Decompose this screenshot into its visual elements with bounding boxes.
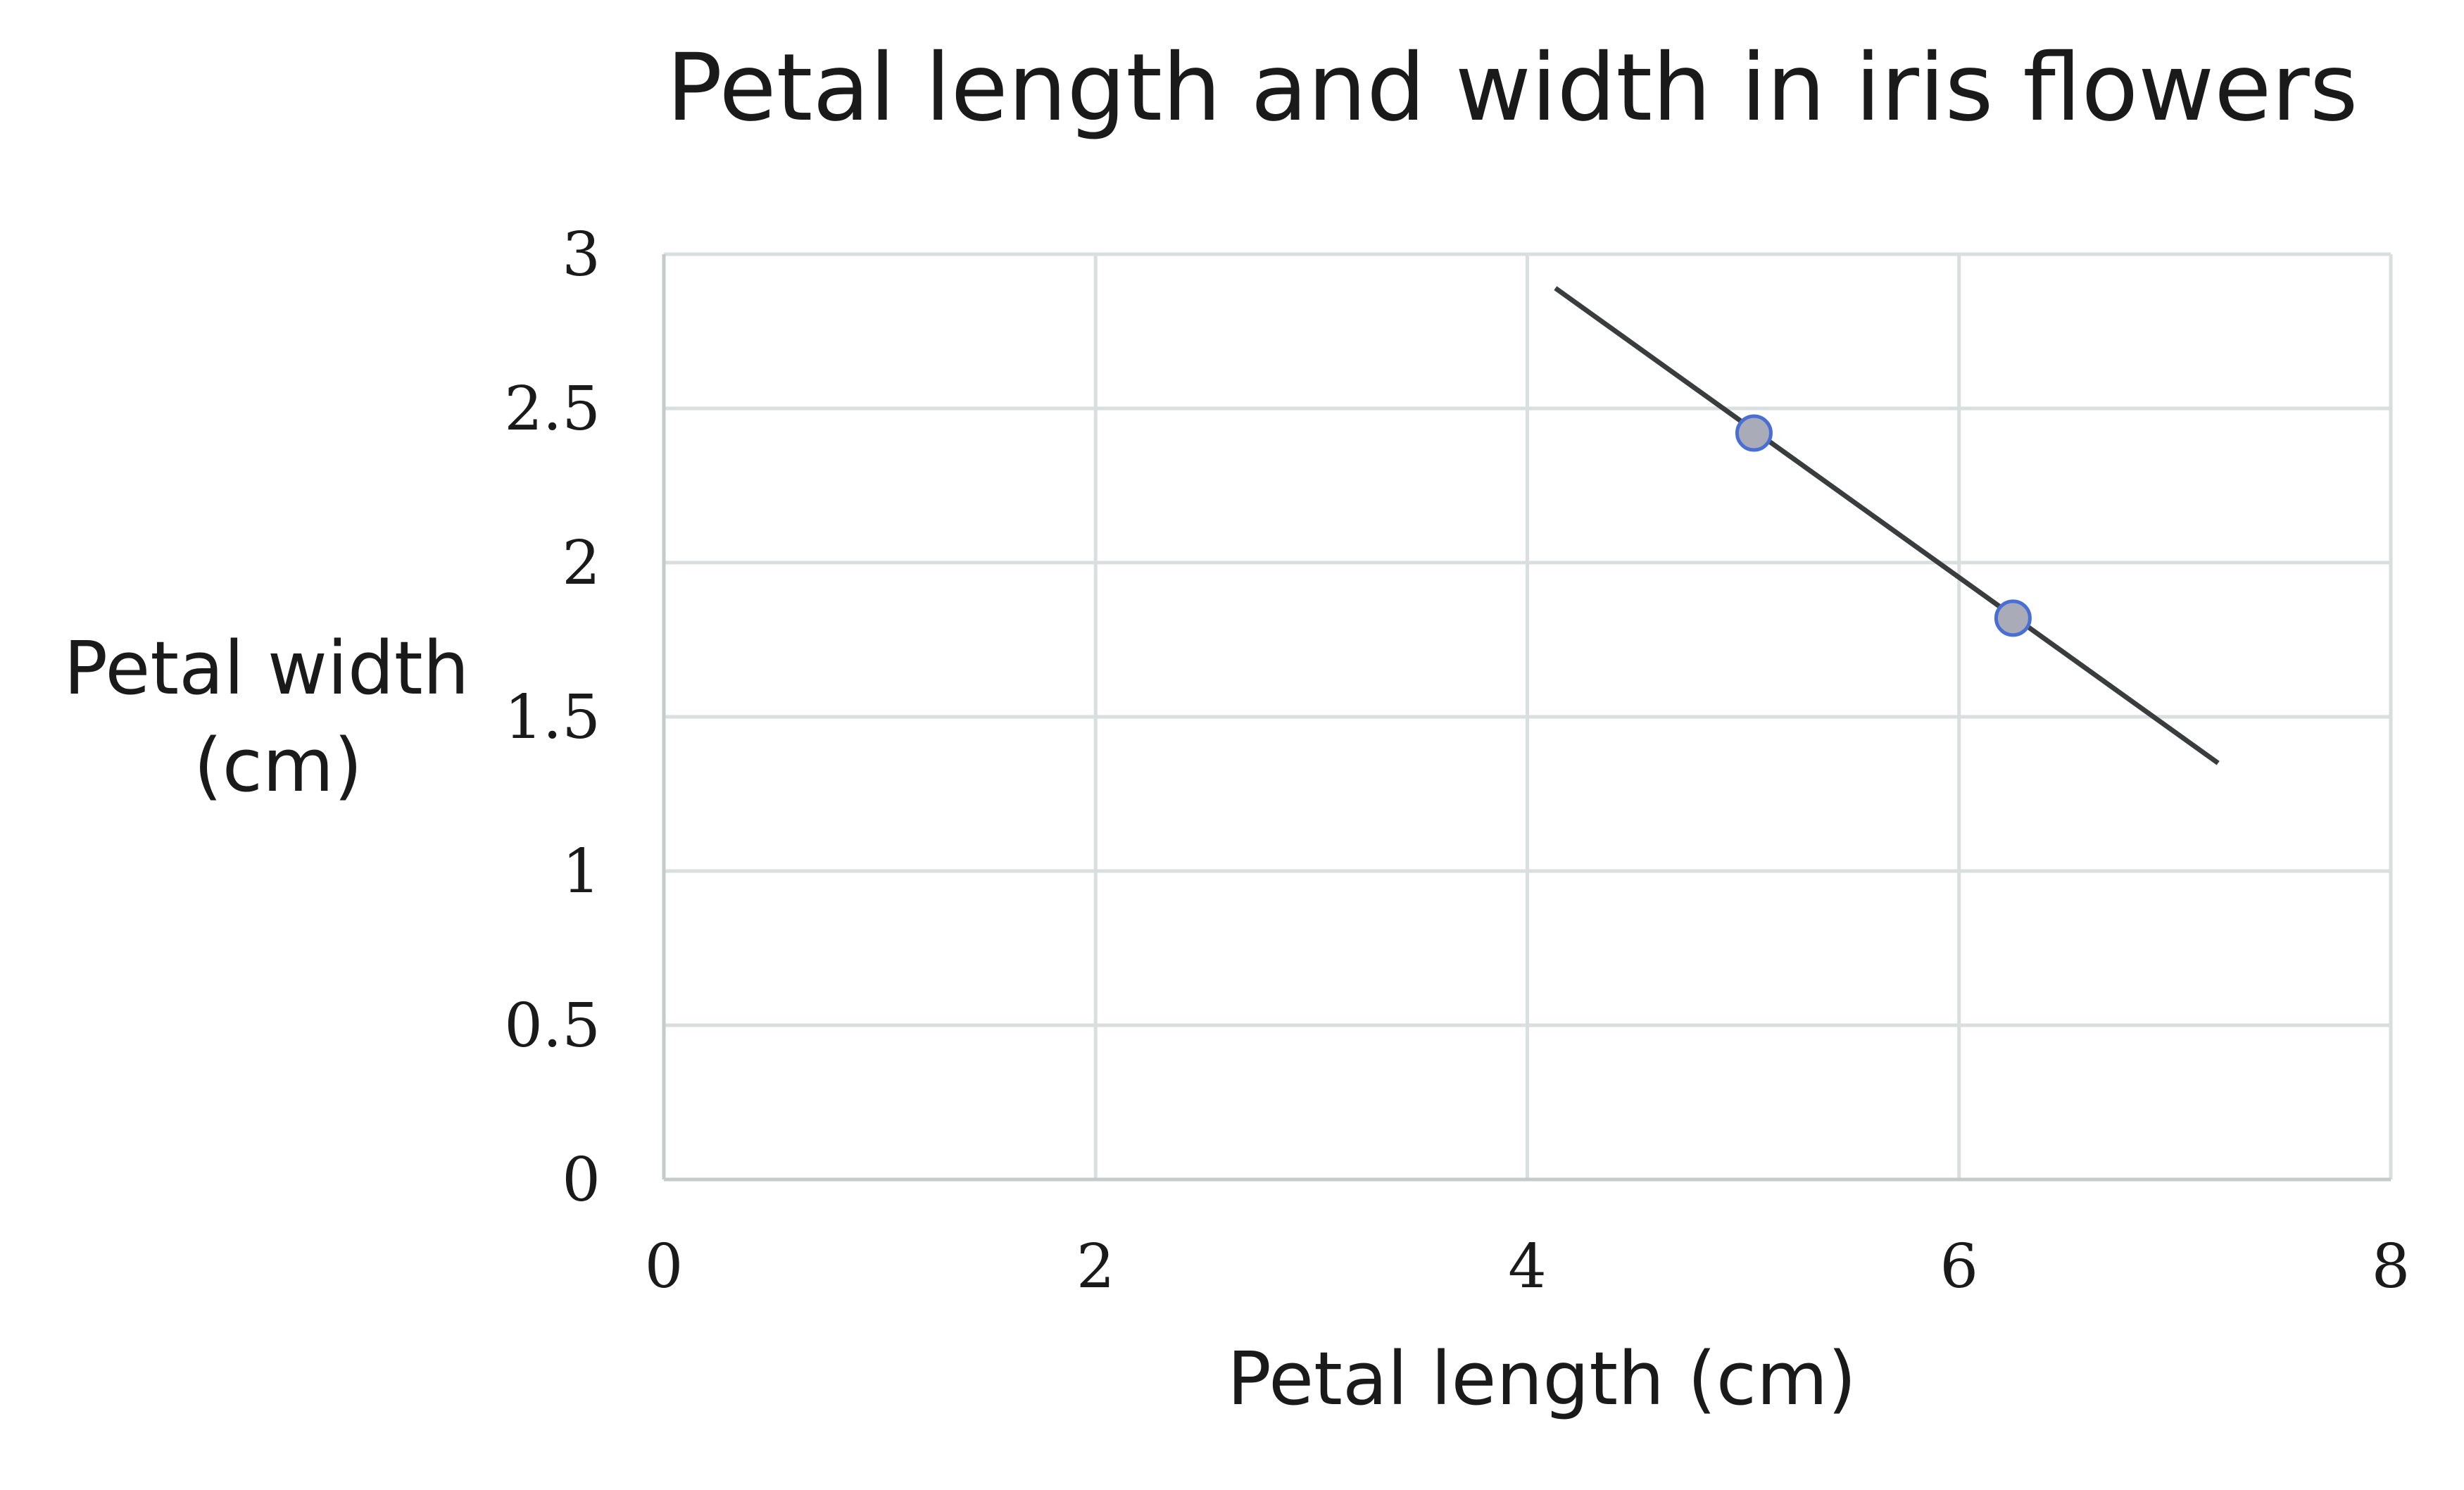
y-tick-label: 0.5 <box>504 991 601 1061</box>
x-tick-label: 0 <box>645 1232 684 1302</box>
trend-line-group <box>1554 286 2220 765</box>
y-axis-ticks: 0 0.5 1 1.5 2 2.5 3 <box>504 220 601 1215</box>
x-tick-label: 6 <box>1940 1232 1978 1302</box>
x-tick-label: 2 <box>1076 1232 1115 1302</box>
y-axis-title: Petal width (cm) <box>63 625 492 808</box>
grid-lines <box>664 252 2393 1179</box>
axes <box>662 254 2391 1182</box>
x-tick-label: 4 <box>1508 1232 1547 1302</box>
y-tick-label: 0 <box>562 1145 601 1215</box>
y-axis-title-line-1: Petal width <box>63 625 469 711</box>
data-points <box>1735 414 2032 637</box>
trend-line <box>1554 286 2220 765</box>
y-tick-label: 1.5 <box>504 682 601 753</box>
y-axis-title-line-2: (cm) <box>194 722 363 808</box>
y-tick-label: 2.5 <box>504 374 601 444</box>
chart-title: Petal length and width in iris flowers <box>667 34 2358 142</box>
y-tick-label: 3 <box>562 220 601 290</box>
x-axis-ticks: 0 2 4 6 8 <box>645 1232 2410 1302</box>
x-axis-title: Petal length (cm) <box>1227 1336 1856 1422</box>
x-tick-label: 8 <box>2372 1232 2410 1302</box>
y-tick-label: 2 <box>562 528 601 599</box>
scatter-point <box>1994 599 2032 637</box>
y-tick-label: 1 <box>562 837 601 907</box>
scatter-point <box>1735 414 1773 452</box>
